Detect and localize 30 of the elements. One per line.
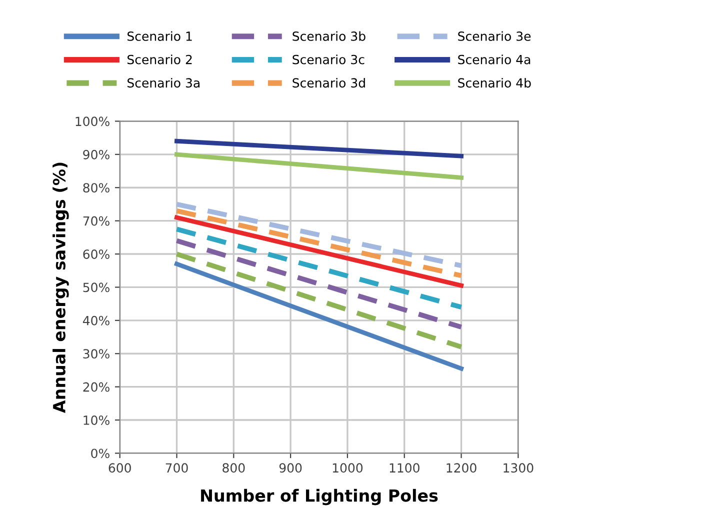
x-tick-label: 800 (222, 463, 245, 473)
y-axis-title: Annual energy savings (%) (52, 162, 69, 414)
x-tick-label: 900 (279, 463, 302, 473)
legend-label: Scenario 3b (292, 31, 366, 41)
y-tick-label: 90% (83, 150, 110, 160)
y-tick-label: 10% (84, 415, 110, 425)
legend-label: Scenario 2 (128, 54, 192, 64)
y-tick-label: 20% (83, 382, 110, 392)
x-tick-label: 1300 (504, 463, 534, 473)
y-tick-label: 70% (83, 216, 110, 226)
x-tick-label: 600 (108, 463, 131, 473)
y-tick-label: 0% (91, 448, 110, 458)
y-tick-label: 50% (83, 282, 110, 292)
legend-label: Scenario 3a (128, 78, 200, 88)
x-tick-label: 700 (166, 463, 188, 473)
legend-label: Scenario 3e (458, 31, 531, 41)
legend-label: Scenario 4b (458, 78, 531, 88)
y-tick-label: 80% (83, 183, 110, 193)
y-tick-label: 100% (76, 116, 110, 126)
y-tick-label: 40% (82, 316, 110, 326)
x-tick-label: 1000 (332, 463, 363, 473)
y-tick-label: 30% (83, 349, 110, 359)
x-tick-label: 1100 (390, 463, 420, 473)
legend-label: Scenario 3d (292, 78, 365, 88)
legend-label: Scenario 4a (458, 54, 530, 64)
legend-label: Scenario 3c (292, 54, 364, 64)
x-axis-title: Number of Lighting Poles (201, 488, 438, 506)
legend-label: Scenario 1 (128, 31, 192, 41)
y-tick-label: 60% (83, 249, 110, 259)
x-tick-label: 1200 (446, 463, 476, 473)
